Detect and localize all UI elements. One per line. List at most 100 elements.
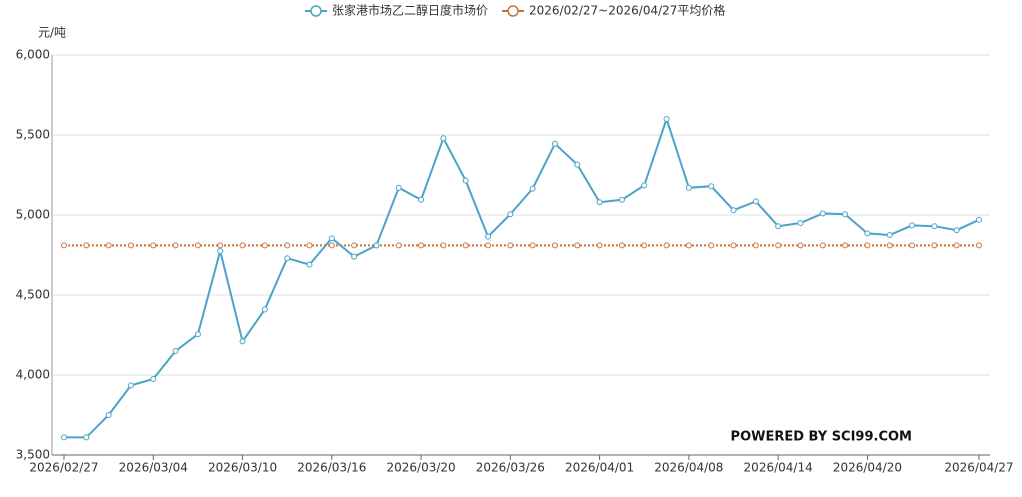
data-point bbox=[306, 261, 313, 268]
data-point bbox=[373, 242, 380, 249]
data-point bbox=[819, 242, 826, 249]
x-tick-label: 2026/04/27 bbox=[944, 461, 1013, 475]
data-point bbox=[61, 242, 67, 249]
data-point bbox=[797, 242, 804, 249]
data-point bbox=[61, 434, 67, 441]
series-line bbox=[64, 115, 980, 439]
data-point bbox=[909, 242, 916, 249]
data-point bbox=[730, 242, 737, 249]
x-tick-label: 2026/03/20 bbox=[386, 461, 455, 475]
data-point bbox=[284, 242, 291, 249]
data-point bbox=[261, 306, 268, 313]
data-point bbox=[127, 382, 134, 389]
y-axis-label: 元/吨 bbox=[38, 26, 66, 40]
data-point bbox=[886, 232, 893, 238]
data-point bbox=[105, 242, 112, 249]
data-point bbox=[83, 434, 90, 441]
data-point bbox=[172, 348, 179, 354]
data-point bbox=[328, 235, 335, 242]
data-point bbox=[842, 242, 849, 249]
x-tick-label: 2026/03/26 bbox=[476, 461, 545, 475]
data-point bbox=[529, 185, 536, 192]
y-tick-label: 4,500 bbox=[16, 288, 50, 302]
x-tick-label: 2026/04/01 bbox=[565, 461, 634, 475]
watermark: POWERED BY SCI99.COM bbox=[731, 430, 912, 445]
y-tick-label: 3,500 bbox=[16, 448, 50, 462]
y-tick-label: 5,000 bbox=[16, 208, 50, 222]
x-tick-label: 2026/03/16 bbox=[297, 461, 366, 475]
data-point bbox=[641, 242, 648, 249]
legend-icon bbox=[507, 5, 519, 17]
data-point bbox=[574, 161, 581, 168]
data-point bbox=[217, 242, 224, 249]
data-point bbox=[976, 242, 982, 249]
data-point bbox=[953, 242, 960, 249]
data-point bbox=[507, 211, 514, 218]
y-tick-label: 6,000 bbox=[16, 48, 50, 62]
data-point bbox=[797, 220, 804, 226]
data-point bbox=[708, 183, 715, 190]
data-point bbox=[194, 331, 201, 338]
data-point bbox=[239, 338, 246, 345]
data-point bbox=[150, 242, 157, 249]
data-point bbox=[976, 216, 982, 223]
y-tick-label: 4,000 bbox=[16, 368, 50, 382]
data-point bbox=[395, 242, 402, 249]
x-tick-label: 2026/04/20 bbox=[833, 461, 902, 475]
data-point bbox=[775, 242, 782, 249]
data-point bbox=[418, 196, 425, 203]
data-point bbox=[730, 207, 737, 214]
x-tick-label: 2026/04/08 bbox=[654, 461, 723, 475]
data-point bbox=[752, 198, 759, 205]
data-point bbox=[395, 184, 402, 191]
legend-label: 张家港市场乙二醇日度市场价 bbox=[332, 3, 488, 18]
legend-label: 2026/02/27~2026/04/27平均价格 bbox=[529, 3, 725, 18]
data-point bbox=[217, 248, 224, 254]
data-point bbox=[685, 184, 692, 191]
data-point bbox=[462, 242, 469, 249]
data-point bbox=[596, 199, 603, 206]
y-tick-label: 5,500 bbox=[16, 128, 50, 142]
data-point bbox=[261, 242, 268, 249]
data-point bbox=[485, 233, 492, 240]
data-point bbox=[596, 242, 603, 249]
data-point bbox=[618, 196, 625, 203]
data-point bbox=[150, 376, 157, 382]
data-point bbox=[194, 242, 201, 249]
x-tick-label: 2026/04/14 bbox=[744, 461, 813, 475]
data-point bbox=[641, 182, 648, 189]
data-point bbox=[708, 242, 715, 249]
data-point bbox=[172, 242, 179, 249]
data-point bbox=[306, 242, 313, 249]
data-point bbox=[462, 177, 469, 184]
x-tick-label: 2026/03/10 bbox=[208, 461, 277, 475]
data-point bbox=[507, 242, 514, 249]
data-point bbox=[864, 230, 871, 237]
data-point bbox=[351, 242, 358, 249]
data-point bbox=[953, 227, 960, 234]
data-point bbox=[663, 116, 670, 122]
data-point bbox=[551, 140, 558, 147]
data-point bbox=[351, 253, 358, 260]
data-point bbox=[886, 242, 893, 249]
data-point bbox=[685, 242, 692, 249]
data-point bbox=[618, 242, 625, 249]
data-point bbox=[842, 211, 849, 218]
data-point bbox=[931, 223, 938, 230]
data-point bbox=[574, 242, 581, 249]
data-point bbox=[529, 242, 536, 249]
x-tick-label: 2026/03/04 bbox=[119, 461, 188, 475]
data-point bbox=[819, 210, 826, 217]
data-point bbox=[328, 242, 335, 249]
data-point bbox=[864, 242, 871, 249]
data-point bbox=[105, 412, 112, 418]
data-point bbox=[83, 242, 90, 249]
data-point bbox=[551, 242, 558, 249]
data-point bbox=[440, 242, 447, 249]
data-point bbox=[418, 242, 425, 249]
data-point bbox=[663, 242, 670, 249]
data-point bbox=[775, 223, 782, 230]
x-tick-label: 2026/02/27 bbox=[29, 461, 98, 475]
data-point bbox=[284, 255, 291, 262]
